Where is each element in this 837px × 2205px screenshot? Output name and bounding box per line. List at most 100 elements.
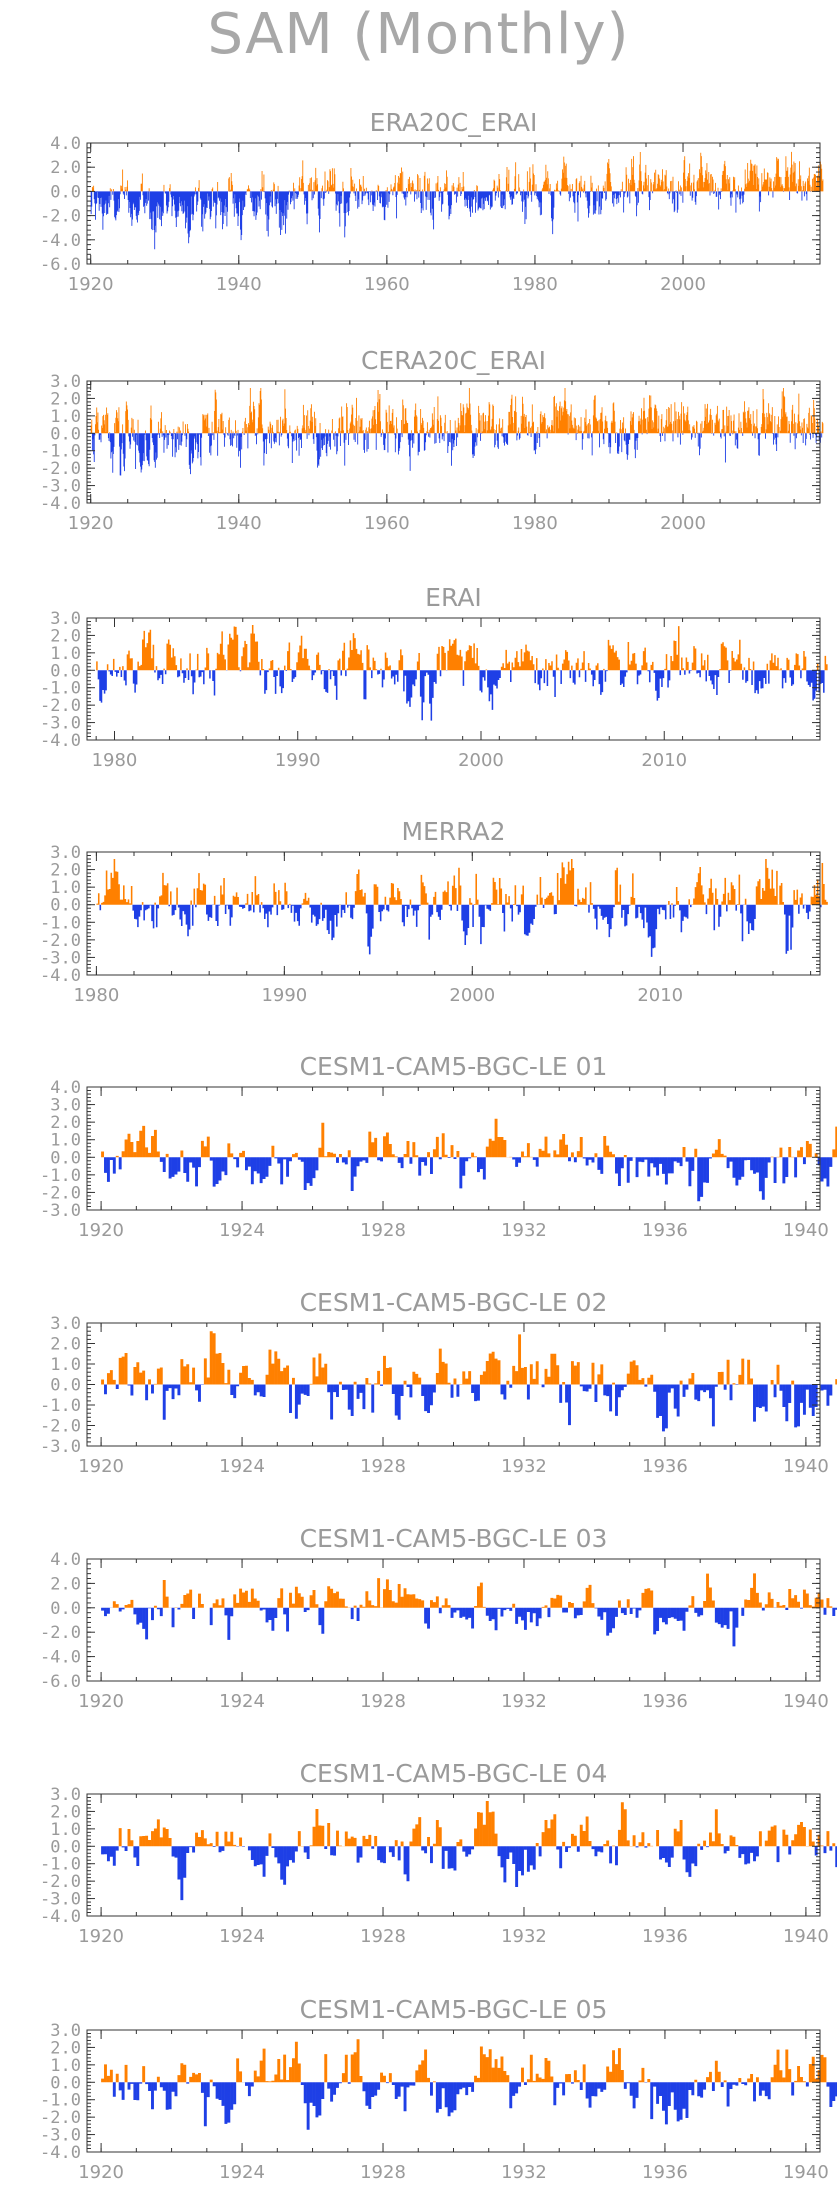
y-tick-label: 2.0 <box>50 1335 81 1355</box>
x-tick-label: 1928 <box>360 1691 406 1712</box>
positive-area <box>118 1800 836 1847</box>
y-tick-label: -1.0 <box>40 679 81 699</box>
y-tick-label: 4.0 <box>50 134 81 154</box>
y-tick-label: -3.0 <box>40 714 81 734</box>
positive-area <box>101 1331 837 1385</box>
y-tick-label: -2.0 <box>40 1183 81 1203</box>
x-tick-label: 1936 <box>642 1456 688 1477</box>
positive-area <box>90 387 824 434</box>
panel-9: CESM1-CAM5-BGC-LE 05 3.02.01.00.0-1.0-2.0… <box>40 1995 837 2183</box>
x-tick-label: 1940 <box>216 274 262 295</box>
x-tick-label: 1932 <box>501 1456 547 1477</box>
y-tick-label: 0.0 <box>50 1837 81 1857</box>
y-tick-label: 2.0 <box>50 861 81 881</box>
x-tick-label: 1960 <box>364 274 410 295</box>
y-tick-label: -4.0 <box>40 1648 81 1668</box>
y-tick-label: 4.0 <box>50 1078 81 1098</box>
y-tick-label: -2.0 <box>40 2108 81 2128</box>
panel-title: CESM1-CAM5-BGC-LE 01 <box>300 1052 608 1081</box>
panel-title: CESM1-CAM5-BGC-LE 02 <box>300 1288 608 1317</box>
y-tick-label: 1.0 <box>50 1820 81 1840</box>
x-tick-label: 2000 <box>660 274 706 295</box>
y-tick-label: -6.0 <box>40 1672 81 1692</box>
y-tick-label: -3.0 <box>40 1201 81 1221</box>
panel-5: CESM1-CAM5-BGC-LE 014.03.02.01.00.0-1.0-… <box>40 1052 837 1241</box>
x-tick-label: 1920 <box>78 1691 124 1712</box>
y-tick-label: 4.0 <box>50 1550 81 1570</box>
y-tick-label: 1.0 <box>50 407 81 427</box>
panel-2: CERA20C_ERAI 3.02.01.00.0-1.0-2.0-3.0-4.0… <box>40 346 824 534</box>
y-tick-label: -2.0 <box>40 696 81 716</box>
y-tick-label: -2.0 <box>40 1417 81 1437</box>
plot-frame <box>86 851 821 976</box>
y-tick-label: 2.0 <box>50 158 81 178</box>
x-tick-label: 1936 <box>642 1691 688 1712</box>
y-tick-label: 0.0 <box>50 896 81 916</box>
y-tick-label: -2.0 <box>40 1623 81 1643</box>
y-tick-label: -2.0 <box>40 1872 81 1892</box>
x-tick-label: 1932 <box>501 1926 547 1947</box>
x-tick-label: 1924 <box>219 1456 265 1477</box>
y-tick-label: 3.0 <box>50 843 81 863</box>
x-tick-label: 1936 <box>642 2162 688 2183</box>
x-tick-label: 2010 <box>637 985 683 1006</box>
y-tick-label: 1.0 <box>50 878 81 898</box>
panel-title: CESM1-CAM5-BGC-LE 03 <box>300 1524 608 1553</box>
y-tick-label: -3.0 <box>40 477 81 497</box>
y-tick-label: -4.0 <box>40 1907 81 1927</box>
y-tick-label: -3.0 <box>40 2126 81 2146</box>
negative-area <box>91 433 823 476</box>
y-tick-label: 1.0 <box>50 1131 81 1151</box>
positive-area <box>96 859 828 905</box>
negative-area <box>101 1607 837 1647</box>
x-tick-label: 2000 <box>660 513 706 534</box>
x-tick-label: 1940 <box>783 1926 829 1947</box>
x-tick-label: 1920 <box>68 513 114 534</box>
negative-area <box>104 1157 833 1202</box>
x-tick-label: 1932 <box>501 1220 547 1241</box>
y-tick-label: -3.0 <box>40 1437 81 1457</box>
x-tick-label: 1980 <box>73 985 119 1006</box>
y-tick-label: -1.0 <box>40 2091 81 2111</box>
negative-area <box>104 1384 833 1432</box>
panel-8: CESM1-CAM5-BGC-LE 04 3.02.01.00.0-1.0-2.0… <box>40 1759 837 1947</box>
plot-frame <box>86 380 821 504</box>
plot-frame <box>86 1086 821 1211</box>
x-tick-label: 1940 <box>783 1456 829 1477</box>
y-tick-label: -1.0 <box>40 442 81 462</box>
panel-title: CERA20C_ERAI <box>361 346 546 375</box>
x-tick-label: 2000 <box>458 750 504 771</box>
y-tick-label: -1.0 <box>40 913 81 933</box>
y-tick-label: -1.0 <box>40 1166 81 1186</box>
x-tick-label: 1932 <box>501 2162 547 2183</box>
negative-area <box>112 2082 837 2130</box>
positive-area <box>91 151 824 192</box>
y-tick-label: -1.0 <box>40 1396 81 1416</box>
y-tick-label: -2.0 <box>40 931 81 951</box>
panel-title: CESM1-CAM5-BGC-LE 05 <box>300 1995 608 2024</box>
plot-frame <box>86 617 821 741</box>
x-tick-label: 1940 <box>216 513 262 534</box>
y-tick-label: 2.0 <box>50 2038 81 2058</box>
x-tick-label: 1920 <box>78 1220 124 1241</box>
x-tick-label: 1980 <box>512 274 558 295</box>
y-tick-label: 0.0 <box>50 182 81 202</box>
y-tick-label: 3.0 <box>50 1785 81 1805</box>
panel-7: CESM1-CAM5-BGC-LE 03 4.0 2.0 0.0 -2.0 -4.0 -6.… <box>40 1524 837 1712</box>
y-tick-label: 2.0 <box>50 1802 81 1822</box>
negative-area <box>97 670 825 721</box>
negative-area <box>101 1846 837 1901</box>
positive-area <box>112 1573 833 1608</box>
x-tick-label: 1990 <box>275 750 321 771</box>
x-tick-label: 2000 <box>449 985 495 1006</box>
panel-3: ERAI 3.02.01.00.0-1.0-2.0-3.0-4.0 1980 1990… <box>40 583 828 771</box>
x-tick-label: 1928 <box>360 1456 406 1477</box>
y-tick-label: 2.0 <box>50 1574 81 1594</box>
panel-title: ERAI <box>425 583 482 612</box>
x-tick-label: 1928 <box>360 1220 406 1241</box>
negative-area <box>90 191 812 250</box>
y-tick-label: 1.0 <box>50 644 81 664</box>
x-tick-label: 1924 <box>219 2162 265 2183</box>
